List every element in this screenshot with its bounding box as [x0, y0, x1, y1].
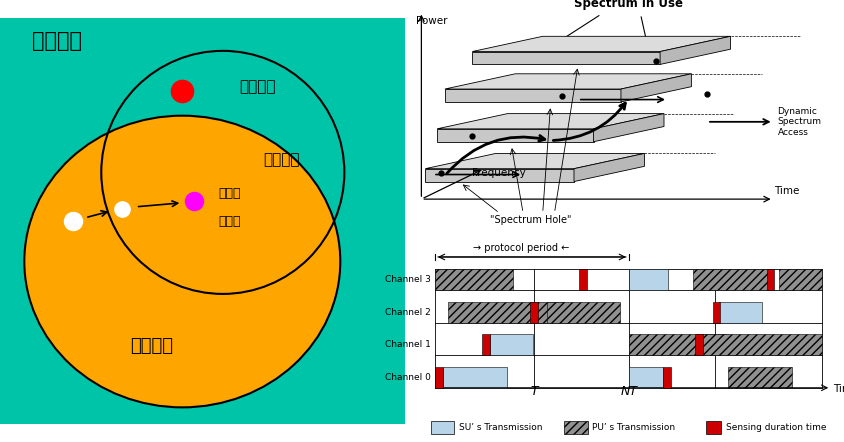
Text: SU’ s Transmission: SU’ s Transmission: [459, 423, 542, 432]
Bar: [547, 301, 620, 323]
Text: T: T: [530, 385, 538, 398]
Text: Dynamic
Spectrum
Access: Dynamic Spectrum Access: [777, 107, 821, 137]
Bar: [490, 334, 533, 355]
Text: 最优策略: 最优策略: [239, 80, 275, 94]
Text: Frequency: Frequency: [473, 168, 526, 178]
Bar: [565, 421, 588, 434]
Bar: [629, 366, 663, 388]
Polygon shape: [425, 153, 645, 169]
Bar: [766, 269, 774, 290]
Text: Sensing duration time: Sensing duration time: [726, 423, 826, 432]
Bar: [436, 269, 512, 290]
Text: Time: Time: [833, 384, 844, 394]
Bar: [629, 334, 728, 355]
Polygon shape: [445, 89, 621, 102]
Text: PU’ s Transmission: PU’ s Transmission: [592, 423, 675, 432]
Bar: [448, 301, 565, 323]
Bar: [780, 269, 822, 290]
Text: Channel 0: Channel 0: [385, 373, 430, 381]
Bar: [694, 269, 771, 290]
Text: 满意策略: 满意策略: [263, 152, 300, 167]
Ellipse shape: [24, 116, 340, 408]
Polygon shape: [425, 169, 574, 182]
Polygon shape: [574, 153, 645, 182]
Polygon shape: [473, 36, 731, 52]
Text: 意策略: 意策略: [219, 215, 241, 228]
Polygon shape: [473, 52, 660, 65]
Polygon shape: [437, 129, 593, 142]
Text: 简单策略: 简单策略: [130, 337, 173, 354]
Bar: [663, 366, 671, 388]
Text: 简单满: 简单满: [219, 187, 241, 200]
Bar: [629, 269, 668, 290]
Bar: [728, 366, 793, 388]
Bar: [430, 421, 454, 434]
Text: Power: Power: [415, 16, 447, 27]
Polygon shape: [593, 114, 664, 142]
Bar: [483, 334, 490, 355]
Text: Channel 1: Channel 1: [385, 340, 430, 349]
Polygon shape: [621, 74, 691, 102]
Polygon shape: [660, 36, 731, 65]
Bar: [706, 421, 722, 434]
Bar: [436, 366, 443, 388]
Text: → protocol period ←: → protocol period ←: [473, 243, 570, 253]
Bar: [695, 334, 703, 355]
Text: 策略空间: 策略空间: [32, 31, 83, 51]
Text: NT: NT: [620, 385, 637, 398]
Text: Time: Time: [774, 187, 799, 196]
Bar: [530, 301, 538, 323]
Bar: [719, 301, 762, 323]
Text: "Spectrum Hole": "Spectrum Hole": [490, 214, 571, 225]
Bar: [712, 301, 721, 323]
Polygon shape: [445, 74, 691, 89]
Bar: [443, 366, 507, 388]
Text: Channel 3: Channel 3: [385, 275, 430, 284]
Text: Spectrum in Use: Spectrum in Use: [574, 0, 684, 10]
Bar: [702, 334, 822, 355]
Polygon shape: [437, 114, 664, 129]
Bar: [579, 269, 587, 290]
Text: Channel 2: Channel 2: [385, 308, 430, 316]
